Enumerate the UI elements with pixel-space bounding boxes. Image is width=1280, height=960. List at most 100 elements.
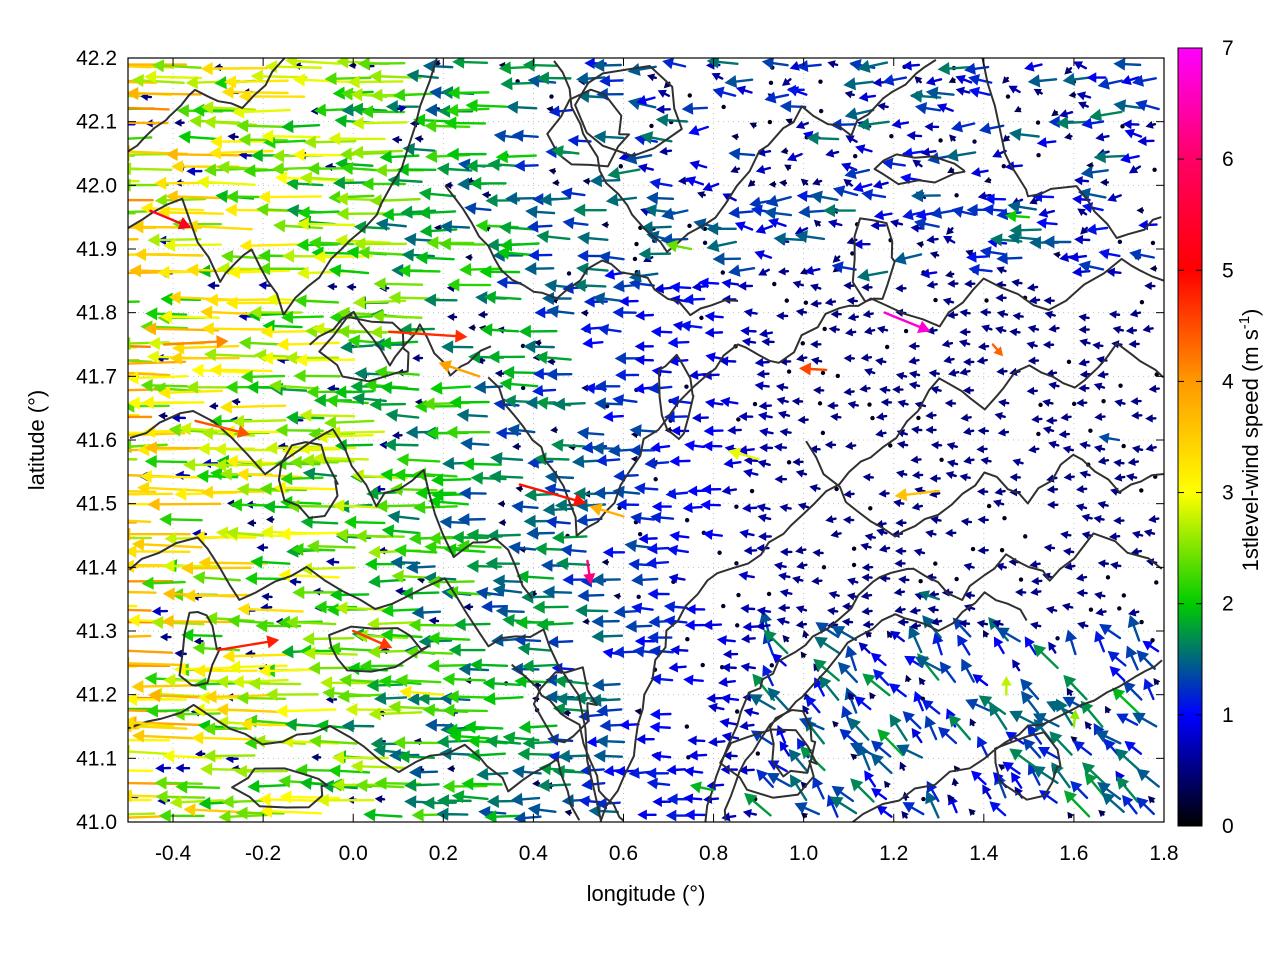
wind-arrow-head — [334, 114, 347, 128]
wind-arrow — [824, 297, 837, 307]
wind-arrow — [908, 625, 923, 654]
wind-arrow — [822, 203, 856, 218]
wind-arrow-shaft — [670, 237, 689, 241]
wind-arrow-shaft — [849, 696, 858, 714]
wind-arrow — [835, 373, 840, 379]
wind-arrow-head — [527, 74, 541, 88]
wind-arrow-shaft — [339, 269, 370, 275]
wind-arrow — [854, 695, 872, 711]
wind-arrow-head — [164, 531, 177, 546]
wind-arrow — [522, 58, 559, 72]
wind-arrow — [878, 489, 890, 498]
wind-arrow-head — [910, 455, 919, 464]
wind-arrow-shaft — [416, 651, 454, 655]
wind-arrow-head — [345, 703, 358, 717]
wind-arrow-shaft — [891, 162, 906, 167]
wind-calm-dot — [972, 139, 977, 144]
wind-arrow — [930, 441, 943, 450]
wind-arrow-shaft — [758, 699, 776, 711]
wind-calm-dot — [916, 415, 921, 421]
wind-arrow-shaft — [290, 476, 324, 480]
wind-arrow-shaft — [750, 311, 758, 315]
wind-arrow-shaft — [428, 210, 457, 214]
wind-arrow-head — [380, 628, 393, 642]
wind-arrow-head — [86, 147, 98, 160]
wind-arrow — [963, 357, 975, 367]
wind-arrow-head — [158, 412, 166, 420]
wind-arrow-shaft — [691, 505, 703, 509]
wind-arrow — [739, 529, 755, 539]
wind-arrow-shaft — [503, 589, 523, 594]
wind-arrow-head — [335, 601, 348, 615]
wind-arrow — [158, 809, 205, 822]
wind-arrow-head — [275, 704, 288, 718]
wind-arrow — [525, 205, 556, 219]
wind-arrow-shaft — [130, 724, 188, 730]
wind-arrow — [185, 219, 253, 234]
wind-arrow-head — [300, 515, 313, 529]
wind-arrow-shaft — [984, 193, 992, 198]
wind-arrow — [536, 230, 571, 244]
wind-arrow-shaft — [527, 575, 555, 580]
wind-arrow-shaft — [745, 574, 755, 579]
wind-arrow — [728, 264, 756, 277]
wind-arrow-head — [844, 107, 858, 121]
wind-arrow — [427, 659, 472, 673]
wind-arrow-shaft — [660, 370, 672, 374]
wind-arrow-shaft — [924, 106, 942, 112]
wind-arrow-head — [89, 659, 101, 672]
wind-arrow-head — [945, 471, 955, 480]
wind-arrow-shaft — [438, 580, 475, 584]
wind-arrow — [951, 777, 959, 787]
wind-arrow — [895, 284, 907, 293]
wind-arrow — [413, 500, 458, 515]
wind-arrow-shaft — [497, 533, 521, 537]
wind-arrow-shaft — [128, 372, 171, 377]
wind-arrow-shaft — [939, 209, 956, 215]
wind-arrow — [396, 163, 437, 177]
wind-arrow-shaft — [780, 564, 787, 568]
wind-arrow — [681, 102, 709, 115]
wind-arrow — [651, 750, 672, 762]
wind-arrow — [869, 691, 877, 700]
wind-arrow-shaft — [798, 578, 804, 582]
wind-arrow-head — [544, 470, 558, 484]
wind-arrow — [480, 600, 508, 613]
wind-arrow-head — [208, 146, 222, 160]
wind-arrow-head — [292, 148, 305, 162]
wind-arrow-shaft — [128, 519, 152, 524]
wind-arrow-head — [666, 793, 678, 806]
wind-arrow — [655, 104, 671, 115]
wind-arrow-shaft — [808, 209, 826, 214]
wind-arrow — [442, 672, 487, 686]
wind-arrow-head — [505, 100, 519, 114]
wind-arrow — [977, 342, 990, 351]
wind-arrow — [847, 313, 860, 322]
wind-arrow — [444, 181, 453, 190]
wind-arrow — [871, 788, 888, 801]
wind-arrow — [582, 337, 604, 349]
wind-arrow-head — [627, 97, 642, 111]
wind-arrow — [870, 415, 875, 421]
wind-arrow-head — [203, 749, 216, 763]
wind-arrow-shaft — [659, 678, 674, 682]
wind-arrow-shaft — [319, 740, 358, 745]
wind-arrow — [615, 369, 640, 381]
wind-arrow-head — [80, 339, 92, 352]
wind-arrow — [768, 180, 777, 188]
wind-arrow — [492, 583, 523, 597]
wind-arrow-head — [368, 545, 381, 559]
wind-arrow-head — [265, 515, 273, 524]
wind-arrow — [968, 808, 976, 816]
wind-arrow-head — [236, 691, 249, 705]
wind-arrow — [181, 628, 223, 642]
wind-arrow-shaft — [877, 657, 887, 667]
wind-arrow-shaft — [457, 695, 491, 699]
wind-arrow-shaft — [762, 166, 772, 171]
wind-arrow-shaft — [128, 413, 140, 417]
wind-arrow — [901, 810, 909, 819]
wind-arrow-shaft — [960, 122, 976, 128]
wind-arrow-head — [756, 369, 765, 379]
wind-arrow-head — [962, 427, 972, 436]
wind-arrow-head — [329, 588, 342, 602]
